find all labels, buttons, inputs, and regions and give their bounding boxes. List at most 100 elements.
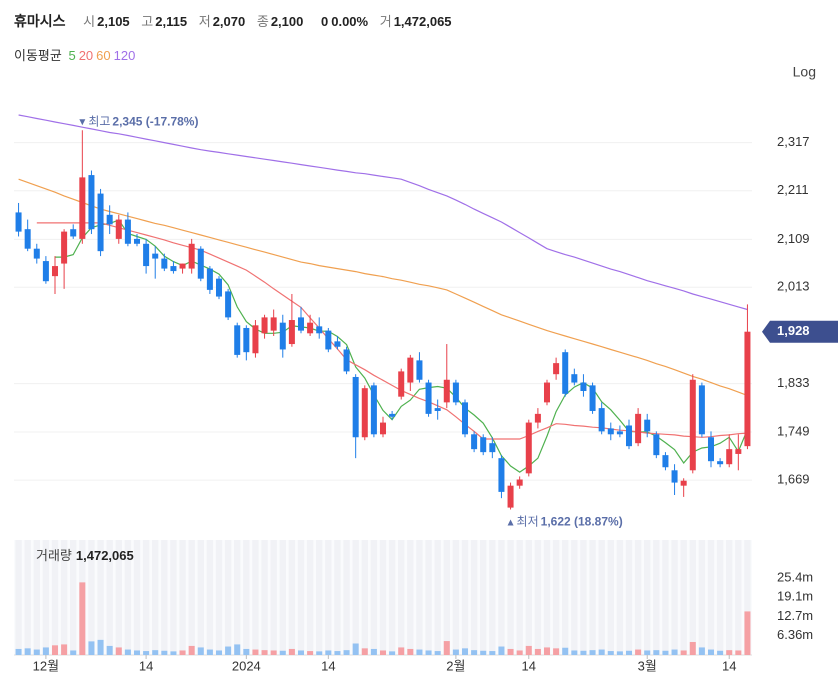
last-price-tag bbox=[762, 320, 838, 343]
volume-column-bg bbox=[15, 540, 22, 655]
volume-bar bbox=[443, 641, 450, 655]
volume-column-bg bbox=[452, 540, 460, 655]
volume-bar bbox=[42, 647, 49, 655]
volume-bar bbox=[170, 651, 177, 655]
volume-bar bbox=[24, 648, 31, 655]
change-pct: 0.00% bbox=[331, 14, 369, 29]
volume-column-bg bbox=[671, 540, 678, 655]
annotation-marker bbox=[507, 519, 514, 526]
volume-bar bbox=[297, 650, 305, 655]
candle-body bbox=[79, 177, 86, 239]
volume-bar bbox=[106, 645, 113, 655]
volume-bar bbox=[543, 647, 551, 655]
volume-bar bbox=[498, 646, 505, 655]
volume-column-bg bbox=[170, 540, 177, 655]
volume-column-bg bbox=[598, 540, 605, 655]
candle-body bbox=[97, 193, 104, 252]
volume-bar bbox=[15, 648, 22, 655]
volume-bar bbox=[361, 648, 368, 655]
candle-body bbox=[425, 382, 432, 414]
candle-body bbox=[334, 341, 341, 347]
candle-body bbox=[489, 443, 496, 453]
volume-bar bbox=[225, 646, 232, 655]
log-toggle: Log bbox=[793, 64, 816, 80]
candle-body bbox=[707, 437, 715, 462]
volume-column-bg bbox=[434, 540, 441, 655]
volume-bar bbox=[598, 649, 605, 655]
volume-bar bbox=[352, 643, 359, 655]
volume-tick-label: 25.4m bbox=[777, 570, 813, 585]
volume-bar bbox=[97, 639, 104, 655]
volume-column-bg bbox=[115, 540, 122, 655]
candle-body bbox=[234, 325, 241, 355]
close-value: 2,100 bbox=[270, 14, 304, 29]
candle-body bbox=[361, 388, 368, 438]
volume-bar bbox=[589, 650, 596, 655]
volume-bar bbox=[507, 648, 514, 655]
volume-column-bg bbox=[297, 540, 305, 655]
candle-body bbox=[61, 231, 68, 264]
volume-column-bg bbox=[543, 540, 551, 655]
annotation-marker bbox=[79, 119, 86, 126]
volume-column-bg bbox=[571, 540, 578, 655]
volume-column-bg bbox=[625, 540, 633, 655]
candle-body bbox=[243, 327, 250, 353]
x-tick-label: 14 bbox=[139, 658, 153, 673]
volume-column-bg bbox=[416, 540, 423, 655]
volume-bar bbox=[243, 648, 250, 655]
volume-tick-label: 6.36m bbox=[777, 627, 813, 642]
volume-title: 거래량 1,472,065 bbox=[36, 548, 134, 563]
volume-column-bg bbox=[470, 540, 478, 655]
volume-column-bg bbox=[689, 540, 696, 655]
volume-bar bbox=[188, 645, 195, 655]
volume-column-bg bbox=[607, 540, 614, 655]
volume-bar bbox=[124, 649, 131, 655]
candle-body bbox=[461, 402, 469, 435]
candle-body bbox=[51, 266, 59, 277]
volume-bar bbox=[252, 649, 259, 655]
volume-bar bbox=[343, 650, 350, 655]
x-tick-label: 3월 bbox=[638, 658, 657, 673]
volume-bar bbox=[635, 649, 642, 655]
volume-bar bbox=[461, 648, 469, 655]
volume-bar bbox=[270, 650, 277, 655]
x-tick-label: 2024 bbox=[232, 658, 261, 673]
candle-body bbox=[553, 363, 560, 375]
volume-column-bg bbox=[42, 540, 50, 655]
candle-body bbox=[270, 317, 277, 331]
candle-body bbox=[124, 219, 131, 244]
volume-bar bbox=[61, 644, 68, 655]
moving-average-line bbox=[55, 219, 748, 473]
volume-column-bg bbox=[498, 540, 505, 655]
volume-column-bg bbox=[425, 540, 432, 655]
candle-body bbox=[416, 360, 423, 380]
candle-body bbox=[471, 434, 478, 450]
annotation-text: 최고 2,345 (-17.78%) bbox=[88, 114, 198, 128]
y-tick-label: 1,749 bbox=[777, 423, 810, 438]
high-label: 고 bbox=[141, 14, 154, 29]
candle-body bbox=[170, 266, 177, 272]
y-tick-label: 2,211 bbox=[777, 182, 809, 197]
volume-column-bg bbox=[707, 540, 715, 655]
volume-bar bbox=[407, 648, 414, 655]
candle-body bbox=[88, 175, 95, 230]
candle-body bbox=[379, 422, 387, 435]
volume-column-bg bbox=[252, 540, 259, 655]
volume-column-bg bbox=[279, 540, 286, 655]
volume-bar bbox=[689, 641, 696, 655]
volume-bar bbox=[51, 645, 59, 655]
volume-column-bg bbox=[106, 540, 113, 655]
candle-body bbox=[671, 470, 678, 483]
volume-column-bg bbox=[306, 540, 314, 655]
low-value: 2,070 bbox=[212, 14, 246, 29]
volume-column-bg bbox=[680, 540, 687, 655]
candle-body bbox=[625, 425, 633, 447]
volume-column-bg bbox=[179, 540, 186, 655]
volume-column-bg bbox=[443, 540, 450, 655]
volume-bar bbox=[480, 650, 487, 655]
x-tick-label: 14 bbox=[321, 658, 335, 673]
annotation-label: 최고 bbox=[88, 114, 110, 128]
volume-bar bbox=[616, 651, 623, 655]
volume-column-bg bbox=[152, 540, 159, 655]
volume-column-bg bbox=[124, 540, 132, 655]
